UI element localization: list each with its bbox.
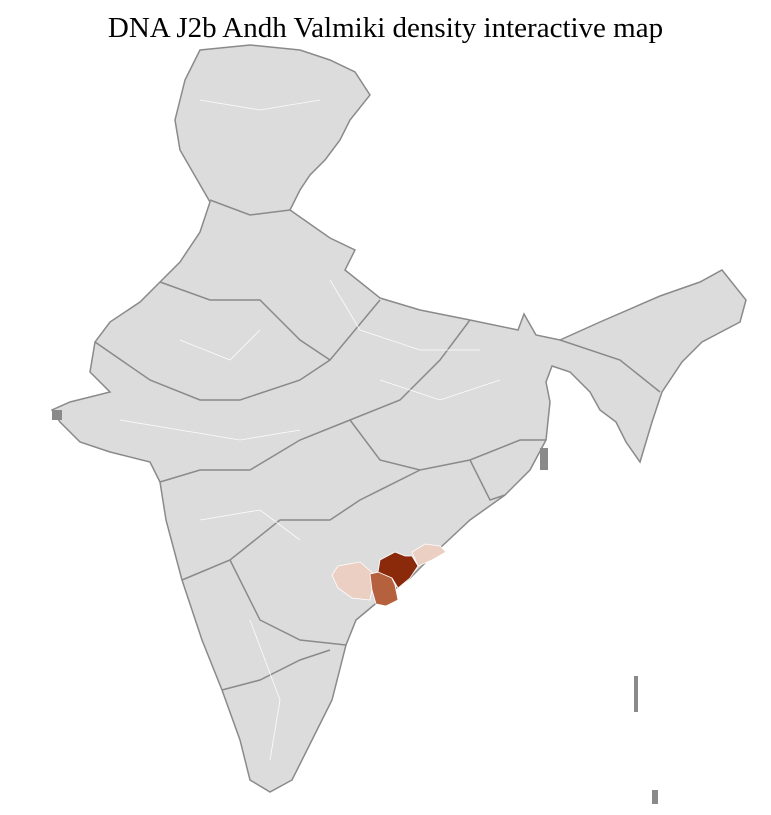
highlighted-districts	[331, 543, 447, 607]
islands	[52, 410, 658, 804]
district-borders	[119, 99, 501, 761]
district-low-density-west[interactable]	[331, 561, 376, 601]
map-title: DNA J2b Andh Valmiki density interactive…	[107, 12, 664, 44]
state-borders	[94, 199, 661, 691]
district-high-density[interactable]	[377, 551, 419, 589]
india-landmass[interactable]	[50, 44, 747, 793]
